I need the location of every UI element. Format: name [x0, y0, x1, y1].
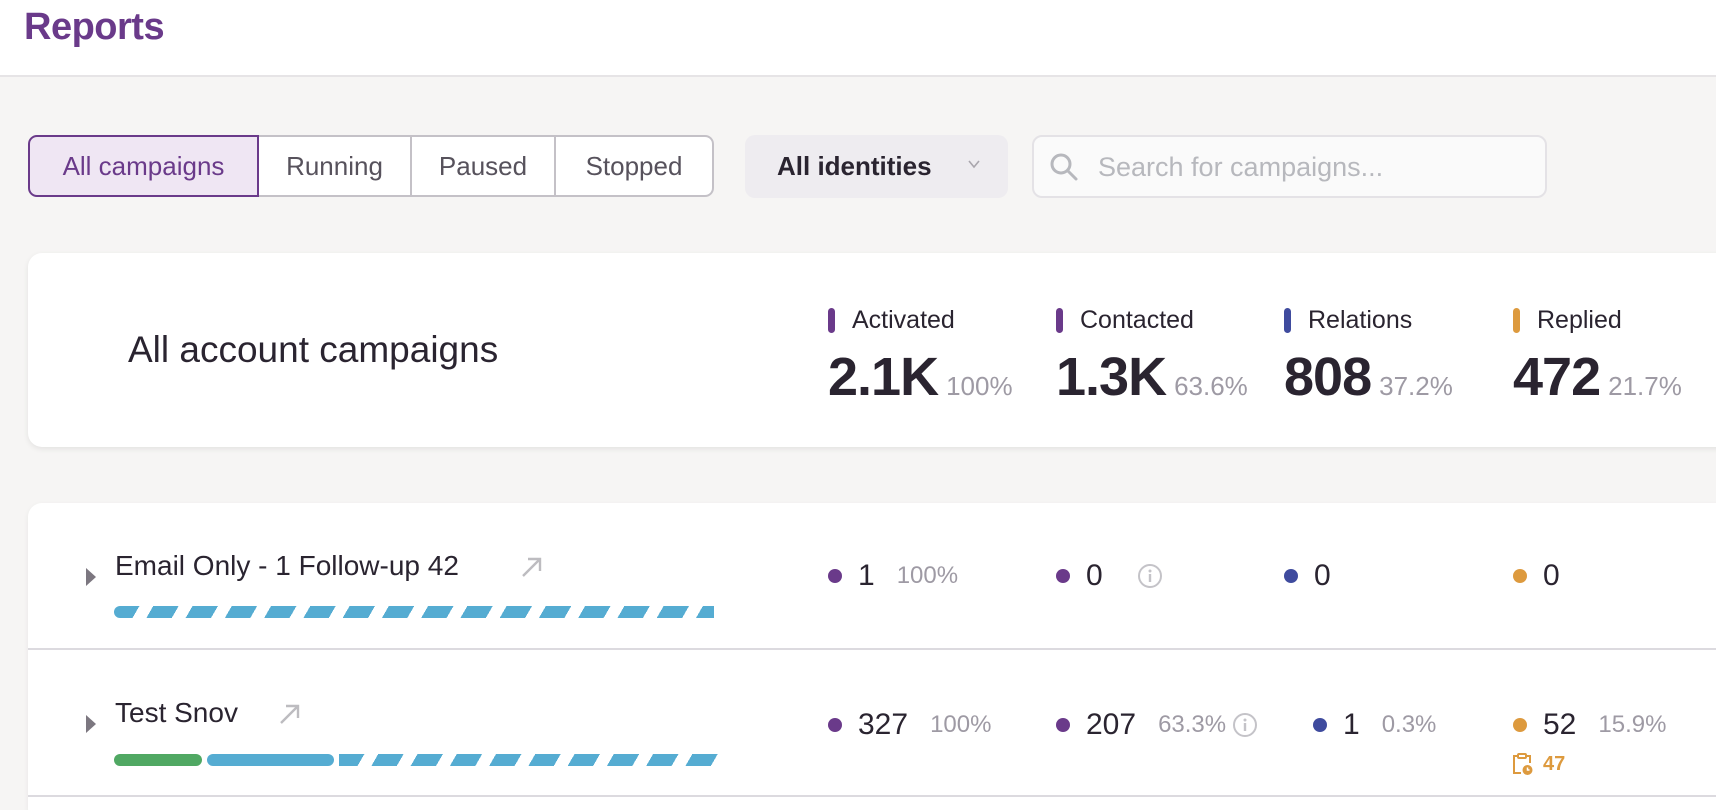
summary-card: All account campaigns Activated 2.1K 100%…: [28, 253, 1716, 447]
arrow-up-right-icon[interactable]: [278, 702, 302, 726]
search-input[interactable]: [1098, 147, 1528, 187]
metric-relations: 1 0.3%: [1313, 708, 1436, 742]
clipboard-clock-icon: [1513, 753, 1533, 775]
page-header: Reports: [0, 0, 1716, 77]
metric-value: 0: [1086, 559, 1103, 592]
metric-value: 207: [1086, 708, 1137, 741]
metric-percent: 100%: [930, 711, 992, 738]
metric-replied: 52 15.9%: [1513, 708, 1666, 742]
search-icon: [1050, 153, 1078, 181]
metric-percent: 15.9%: [1598, 711, 1667, 738]
campaign-name[interactable]: Email Only - 1 Follow-up 42: [115, 550, 459, 581]
progress-active-segment: [207, 754, 334, 766]
metric-percent: 63.3%: [1158, 711, 1227, 738]
stat-label: Contacted: [1080, 306, 1194, 334]
stat-label: Replied: [1537, 306, 1622, 334]
campaign-row: Test Snov 327 100% 207 63.3% 1 0.3% 52 1…: [28, 650, 1716, 797]
stat-label: Relations: [1308, 306, 1413, 334]
stat-value-group: 808 37.2%: [1284, 346, 1453, 408]
summary-title: All account campaigns: [128, 329, 499, 370]
search-box: [1032, 135, 1547, 198]
tab-all-campaigns[interactable]: All campaigns: [28, 135, 259, 197]
progress-pending-segment: [114, 606, 714, 618]
relations-dot: [1313, 718, 1327, 732]
replied-color-bar: [1513, 308, 1520, 333]
arrow-up-right-icon[interactable]: [520, 555, 544, 579]
stat-value-group: 472 21.7%: [1513, 346, 1682, 408]
stat-value-group: 1.3K 63.6%: [1056, 346, 1248, 408]
metric-contacted: 207 63.3%: [1056, 708, 1258, 742]
chevron-down-icon: [968, 160, 980, 169]
scheduled-count: 47: [1543, 752, 1566, 775]
contacted-color-bar: [1056, 308, 1063, 333]
tab-paused[interactable]: Paused: [412, 135, 556, 197]
metric-value: 1: [1343, 708, 1360, 741]
status-filter-tabs: All campaigns Running Paused Stopped: [28, 135, 714, 197]
stat-percent: 100%: [946, 371, 1013, 401]
metric-activated: 1 100%: [828, 559, 958, 593]
relations-color-bar: [1284, 308, 1291, 333]
info-circle-icon[interactable]: [1137, 563, 1163, 589]
caret-right-icon[interactable]: [86, 715, 96, 733]
identities-dropdown[interactable]: All identities: [745, 135, 1008, 198]
stat-percent: 63.6%: [1174, 371, 1248, 401]
campaign-progress-bar: [114, 606, 714, 618]
relations-dot: [1284, 569, 1298, 583]
metric-relations: 0: [1284, 559, 1331, 593]
stat-value: 2.1K: [828, 347, 939, 407]
metric-value: 0: [1543, 559, 1560, 592]
caret-right-icon[interactable]: [86, 568, 96, 586]
progress-pending-segment: [339, 754, 724, 766]
campaign-list: Email Only - 1 Follow-up 42 1 100% 0 0 0…: [28, 503, 1716, 810]
stat-percent: 37.2%: [1379, 371, 1453, 401]
stat-label: Activated: [852, 306, 955, 334]
stat-percent: 21.7%: [1608, 371, 1682, 401]
campaign-name[interactable]: Test Snov: [115, 697, 238, 728]
replied-dot: [1513, 569, 1527, 583]
metric-percent: 100%: [896, 562, 959, 589]
metric-activated: 327 100%: [828, 708, 991, 742]
scheduled-replies: 47: [1511, 752, 1565, 776]
page-title: Reports: [24, 6, 165, 48]
metric-value: 0: [1314, 559, 1331, 592]
stat-value: 808: [1284, 347, 1372, 407]
metric-replied: 0: [1513, 559, 1560, 593]
stat-value-group: 2.1K 100%: [828, 346, 1013, 408]
metric-contacted: 0: [1056, 559, 1163, 593]
metric-value: 52: [1543, 708, 1577, 741]
campaign-row: Email Only - 1 Follow-up 42 1 100% 0 0 0: [28, 503, 1716, 650]
progress-done-segment: [114, 754, 202, 766]
stat-value: 472: [1513, 347, 1601, 407]
contacted-dot: [1056, 569, 1070, 583]
activated-dot: [828, 569, 842, 583]
contacted-dot: [1056, 718, 1070, 732]
tab-running[interactable]: Running: [259, 135, 412, 197]
info-circle-icon[interactable]: [1232, 712, 1258, 738]
tab-stopped[interactable]: Stopped: [556, 135, 714, 197]
identities-selected: All identities: [777, 151, 932, 181]
metric-value: 1: [858, 559, 875, 592]
activated-dot: [828, 718, 842, 732]
activated-color-bar: [828, 308, 835, 333]
replied-dot: [1513, 718, 1527, 732]
campaign-progress-bar: [114, 754, 724, 766]
metric-percent: 0.3%: [1381, 711, 1437, 738]
stat-value: 1.3K: [1056, 347, 1167, 407]
metric-value: 327: [858, 708, 909, 741]
